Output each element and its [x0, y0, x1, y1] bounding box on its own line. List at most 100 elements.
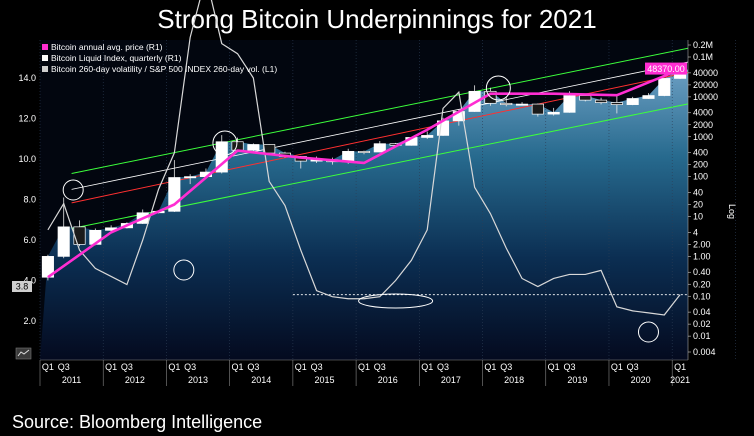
candle-body [579, 95, 592, 101]
x-axis: Q1 Q3 Q1 Q3 Q1 Q3 Q1 Q3 Q1 Q3 Q1 Q3 Q1 Q3 Q1 Q3 Q1 Q3 Q1 Q3… [39, 359, 690, 386]
left-axis-tick-label: 6.0 [23, 235, 36, 245]
legend-entry: Bitcoin annual avg. price (R1) [51, 42, 163, 52]
price-area-fill [40, 69, 688, 360]
x-axis-quarter-label: Q3 [247, 362, 259, 372]
left-axis-badge-label: 3.8 [16, 282, 29, 292]
right-axis-tick-label: 2.00 [693, 239, 711, 249]
legend-swatch [42, 55, 48, 61]
right-axis-tick-label: 10 [693, 212, 703, 222]
x-axis-quarter-label: Q3 [184, 362, 196, 372]
candle-body [500, 102, 513, 105]
highlight-circle [173, 259, 195, 281]
candle-body [215, 141, 228, 173]
right-axis-tick-label: 10000 [693, 92, 718, 102]
x-axis-quarter-label: Q3 [500, 362, 512, 372]
right-axis-tick-label: 0.10 [693, 291, 711, 301]
x-axis-year-label: 2016 [378, 375, 398, 385]
right-axis-tick-label: 1.00 [693, 251, 711, 261]
candle-body [73, 226, 86, 245]
right-axis-tick-label: 40 [693, 187, 703, 197]
candle-body [247, 144, 260, 151]
trend-line-center [71, 61, 688, 190]
right-axis-tick-label: 0.2M [693, 40, 713, 50]
x-axis-quarter-label: Q3 [311, 362, 323, 372]
highlight-circle [485, 75, 511, 101]
right-axis-tick-label: 20 [693, 200, 703, 210]
right-axis-tick-label: 20000 [693, 80, 718, 90]
x-axis-quarter-label: Q3 [563, 362, 575, 372]
x-axis-quarter-label: Q1 [168, 362, 180, 372]
candle-body [626, 98, 639, 105]
left-axis-tick-label: 8.0 [23, 195, 36, 205]
candle-body [231, 141, 244, 151]
left-axis-tick-label: 2.0 [23, 316, 36, 326]
x-axis-quarter-label: Q1 [548, 362, 560, 372]
right-axis-tick-label: 0.004 [693, 347, 716, 357]
candle-body [373, 143, 386, 153]
candle-body [184, 176, 197, 179]
right-axis-tick-label: 100 [693, 172, 708, 182]
x-axis-quarter-label: Q3 [374, 362, 386, 372]
candle-body [610, 102, 623, 105]
right-axis-tick-label: 4 [693, 227, 698, 237]
annual-avg-price-line [47, 68, 681, 279]
left-axis-tick-label: 10.0 [18, 154, 36, 164]
highlight-markers [62, 75, 659, 343]
right-axis-tick-label: 0.1M [693, 52, 713, 62]
right-axis-tick-label: 200 [693, 160, 708, 170]
right-axis-tick-label: 0.01 [693, 331, 711, 341]
candle-body [531, 103, 544, 115]
legend-swatch [42, 66, 48, 72]
right-axis-label: Log [727, 204, 737, 219]
trend-line-upper [71, 47, 688, 174]
candle-body [57, 226, 70, 257]
left-axis: 2.0 4.0 6.0 8.0 10.0 12.0 14.0 3.8 [12, 73, 36, 326]
x-axis-year-label: 2021 [670, 375, 690, 385]
right-axis-tick-label: 40000 [693, 68, 718, 78]
legend-entry: Bitcoin 260-day volatility / S&P 500 IND… [51, 64, 277, 74]
right-axis-tick-label: 0.02 [693, 319, 711, 329]
x-axis-quarter-label: Q1 [232, 362, 244, 372]
right-axis-tick-label: 4000 [693, 108, 713, 118]
x-axis-quarter-label: Q1 [42, 362, 54, 372]
right-axis-tick-label: 2000 [693, 120, 713, 130]
right-axis-badge-label: 48370.00 [647, 64, 685, 74]
highlight-ellipse [358, 293, 434, 309]
chart-title: Strong Bitcoin Underpinnings for 2021 [157, 4, 597, 34]
highlight-circle [62, 179, 84, 201]
x-axis-quarter-label: Q1 [611, 362, 623, 372]
x-axis-year-label: 2020 [631, 375, 651, 385]
x-axis-quarter-label: Q1 [105, 362, 117, 372]
x-axis-quarter-label: Q3 [58, 362, 70, 372]
x-axis-year-label: 2012 [125, 375, 145, 385]
x-axis-year-label: 2014 [251, 375, 271, 385]
x-axis-quarter-label: Q1 [358, 362, 370, 372]
left-axis-tick-label: 12.0 [18, 114, 36, 124]
right-axis: 0.2M 0.1M 40000 20000 10000 4000 2000 1000 400 20… [645, 40, 718, 360]
left-axis-badge [12, 281, 32, 292]
x-axis-year-label: 2011 [62, 375, 81, 385]
candle-body [595, 99, 608, 103]
candle-body [547, 111, 560, 115]
x-axis-quarter-label: Q3 [121, 362, 133, 372]
x-axis-quarter-label: Q3 [437, 362, 449, 372]
chart-options-icon[interactable] [15, 347, 32, 360]
x-axis-year-label: 2018 [504, 375, 524, 385]
right-axis-tick-label: 0.40 [693, 267, 711, 277]
legend-swatch [42, 44, 48, 50]
candle-body [516, 103, 529, 106]
legend: Bitcoin annual avg. price (R1)Bitcoin Li… [42, 42, 277, 74]
candle-body [658, 78, 671, 96]
left-axis-tick-label: 14.0 [18, 73, 36, 83]
right-axis-badge [645, 62, 687, 75]
x-axis-quarter-label: Q3 [627, 362, 639, 372]
candle-body [168, 177, 181, 212]
right-axis-tick-label: 0.04 [693, 307, 711, 317]
x-axis-quarter-label: Q1 [295, 362, 307, 372]
right-axis-tick-label: 1000 [693, 132, 713, 142]
x-axis-quarter-label: Q1 [421, 362, 433, 372]
x-axis-quarter-label: Q1 [674, 362, 686, 372]
legend-entry: Bitcoin Liquid Index, quarterly (R1) [51, 53, 182, 63]
volatility-ratio-line [47, 0, 681, 316]
